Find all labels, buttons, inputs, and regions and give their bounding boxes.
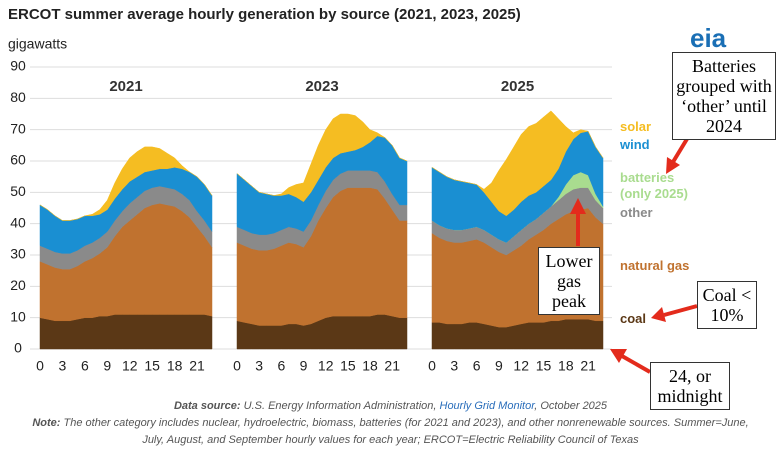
arrow [621,354,651,374]
note-label: Note: [32,417,61,429]
logo: eia [690,23,727,53]
y-tick-label: 20 [10,277,26,293]
x-tick-label: 6 [81,358,89,374]
arrow [663,304,698,317]
source-text: U.S. Energy Information Administration, [243,400,437,412]
annotation: Lower gas peak [538,247,600,315]
x-tick-label: 3 [450,358,458,374]
x-tick-label: 12 [513,358,529,374]
area [431,110,604,217]
source-date: , October 2025 [534,400,608,412]
panel-title: 2023 [305,78,338,95]
x-tick-label: 9 [300,358,308,374]
x-tick-label: 21 [580,358,596,374]
x-tick-label: 0 [233,358,241,374]
legend-entry: wind [620,137,650,152]
x-tick-label: 0 [36,358,44,374]
x-tick-label: 6 [277,358,285,374]
y-tick-label: 70 [10,120,26,136]
x-tick-label: 18 [362,358,378,374]
x-tick-label: 9 [103,358,111,374]
arrow-head [610,349,627,363]
x-tick-label: 18 [558,358,574,374]
arrow-head [570,198,586,214]
annotation: 24, or midnight [650,362,730,410]
x-tick-label: 15 [536,358,552,374]
source-label: Data source: [173,400,241,412]
panel-title: 2025 [501,78,534,95]
x-tick-label: 0 [428,358,436,374]
x-tick-label: 3 [255,358,263,374]
y-tick-label: 0 [14,340,22,356]
arrow-head [666,157,680,174]
x-tick-label: 6 [473,358,481,374]
source-link[interactable]: Hourly Grid Monitor [439,400,535,412]
chart-title: ERCOT summer average hourly generation b… [8,6,521,23]
x-tick-label: 12 [122,358,138,374]
area [236,113,408,203]
x-tick-label: 3 [59,358,67,374]
x-tick-label: 15 [144,358,160,374]
legend-entry: batteries (only 2025) [620,170,688,201]
panel-title: 2021 [109,78,142,95]
x-tick-label: 21 [189,358,205,374]
annotation: Batteries grouped with ‘other’ until 202… [672,52,776,140]
y-unit: gigawatts [8,36,67,52]
legend-entry: natural gas [620,258,690,273]
x-tick-label: 9 [495,358,503,374]
source: Data source: U.S. Energy Information Adm… [0,398,781,415]
legend-entry: other [620,205,653,220]
legend-entry: coal [620,311,647,326]
note-text: The other category includes nuclear, hyd… [63,417,749,446]
arrows [570,132,698,374]
y-tick-label: 80 [10,89,26,105]
y-tick-label: 90 [10,58,26,74]
annotation: Coal < 10% [697,281,757,329]
x-tick-label: 21 [384,358,400,374]
y-tick-label: 50 [10,183,26,199]
y-tick-label: 60 [10,152,26,168]
arrow-head [651,307,666,322]
y-tick-label: 30 [10,246,26,262]
x-tick-label: 18 [167,358,183,374]
x-tick-label: 12 [318,358,334,374]
y-tick-label: 40 [10,214,26,230]
y-tick-label: 10 [10,308,26,324]
x-tick-label: 15 [340,358,356,374]
note: Note: The other category includes nuclea… [20,415,761,449]
legend-entry: solar [620,119,652,134]
area [39,146,213,221]
